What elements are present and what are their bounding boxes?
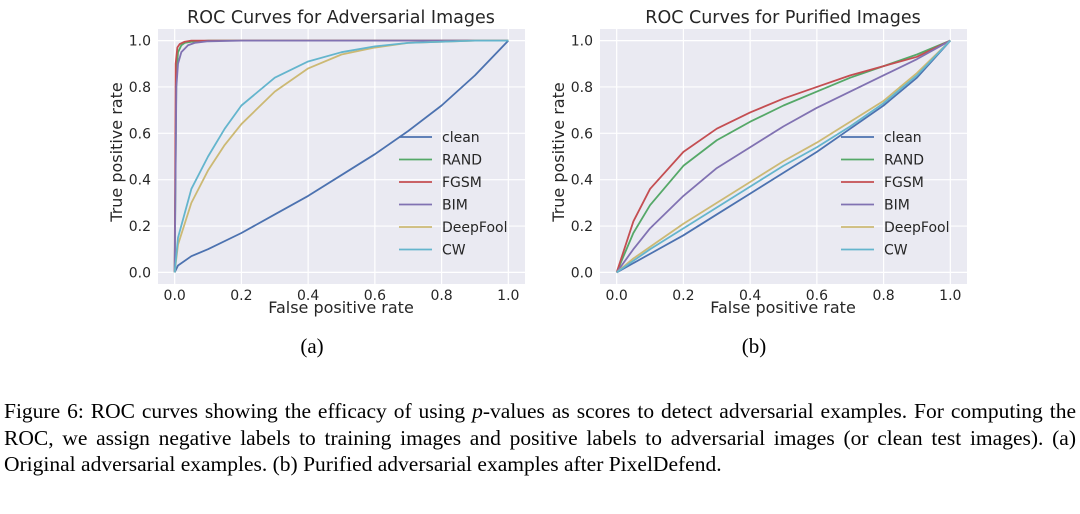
legend-label: clean — [442, 130, 480, 146]
x-tick-label: 0.2 — [672, 288, 694, 304]
x-axis-label: False positive rate — [268, 298, 414, 317]
y-tick-label: 0.0 — [571, 265, 593, 281]
series-line-clean — [173, 39, 509, 273]
y-tick-label: 0.8 — [571, 80, 593, 96]
legend-label: DeepFool — [442, 220, 507, 236]
x-tick-label: 0.8 — [430, 288, 452, 304]
chart-title: ROC Curves for Adversarial Images — [187, 8, 495, 28]
x-axis-label: False positive rate — [710, 298, 856, 317]
caption-text-after-p: -values as scores to detect adversarial … — [4, 399, 1076, 476]
y-tick-label: 0.0 — [129, 265, 151, 281]
series-line-bim — [173, 39, 509, 273]
x-tick-label: 0.6 — [806, 288, 828, 304]
series-line-bim — [615, 39, 951, 273]
y-tick-label: 0.2 — [571, 219, 593, 235]
x-tick-label: 0.8 — [872, 288, 894, 304]
legend-label: CW — [884, 243, 908, 259]
p-symbol: p — [472, 399, 483, 423]
subfigure-label: (a) — [300, 334, 323, 358]
legend-label: BIM — [884, 198, 910, 214]
figure-label: Figure 6: — [4, 399, 84, 423]
plot-area-group: 0.0 0.2 0.4 0.6 0.8 1.0 0.0 0.2 0.4 0.6 0.8 1.0 clea… — [571, 29, 967, 304]
y-tick-label: 0.4 — [129, 173, 151, 189]
legend-label: FGSM — [442, 175, 482, 191]
y-axis-label: True positive rate — [107, 82, 126, 222]
subfigure-label: (b) — [742, 334, 767, 358]
y-tick-label: 0.4 — [571, 173, 593, 189]
legend-label: clean — [884, 130, 922, 146]
y-tick-label: 0.6 — [571, 126, 593, 142]
legend-label: CW — [442, 243, 466, 259]
y-tick-label: 0.2 — [129, 219, 151, 235]
series-line-cw — [616, 39, 951, 274]
x-tick-label: 1.0 — [497, 288, 519, 304]
y-tick-label: 0.6 — [129, 126, 151, 142]
x-tick-label: 0.4 — [739, 288, 761, 304]
roc-chart-adversarial: 0.0 0.2 0.4 0.6 0.8 1.0 0.0 0.2 0.4 0.6 0.8 1.0 clea… — [107, 8, 525, 358]
x-tick-label: 0.4 — [297, 288, 319, 304]
chart-title: ROC Curves for Purified Images — [645, 8, 920, 28]
caption-text-before-p: ROC curves showing the efficacy of using — [90, 399, 466, 423]
y-tick-label: 1.0 — [129, 34, 151, 50]
x-tick-label: 0.2 — [230, 288, 252, 304]
x-tick-label: 0.0 — [606, 288, 628, 304]
x-tick-label: 0.0 — [164, 288, 186, 304]
x-tick-label: 1.0 — [939, 288, 961, 304]
legend-label: FGSM — [884, 175, 924, 191]
y-tick-label: 0.8 — [129, 80, 151, 96]
legend-label: DeepFool — [884, 220, 949, 236]
figure: 0.0 0.2 0.4 0.6 0.8 1.0 0.0 0.2 0.4 0.6 0.8 1.0 clea… — [107, 8, 967, 358]
roc-chart-purified: 0.0 0.2 0.4 0.6 0.8 1.0 0.0 0.2 0.4 0.6 0.8 1.0 clea… — [549, 8, 967, 358]
plot-area-group: 0.0 0.2 0.4 0.6 0.8 1.0 0.0 0.2 0.4 0.6 0.8 1.0 clea… — [129, 29, 525, 304]
y-axis-label: True positive rate — [549, 82, 568, 222]
series-line-deepfool — [616, 39, 951, 274]
legend-label: BIM — [442, 198, 468, 214]
series-line-cw — [173, 39, 509, 273]
x-tick-label: 0.6 — [364, 288, 386, 304]
y-tick-label: 1.0 — [571, 34, 593, 50]
series-line-fgsm — [173, 39, 509, 273]
series-line-clean — [616, 39, 951, 274]
legend-label: RAND — [442, 153, 482, 169]
plot-background — [158, 29, 525, 284]
figure-caption: Figure 6: ROC curves showing the efficac… — [4, 398, 1076, 478]
series-line-fgsm — [615, 39, 951, 273]
legend-label: RAND — [884, 153, 924, 169]
